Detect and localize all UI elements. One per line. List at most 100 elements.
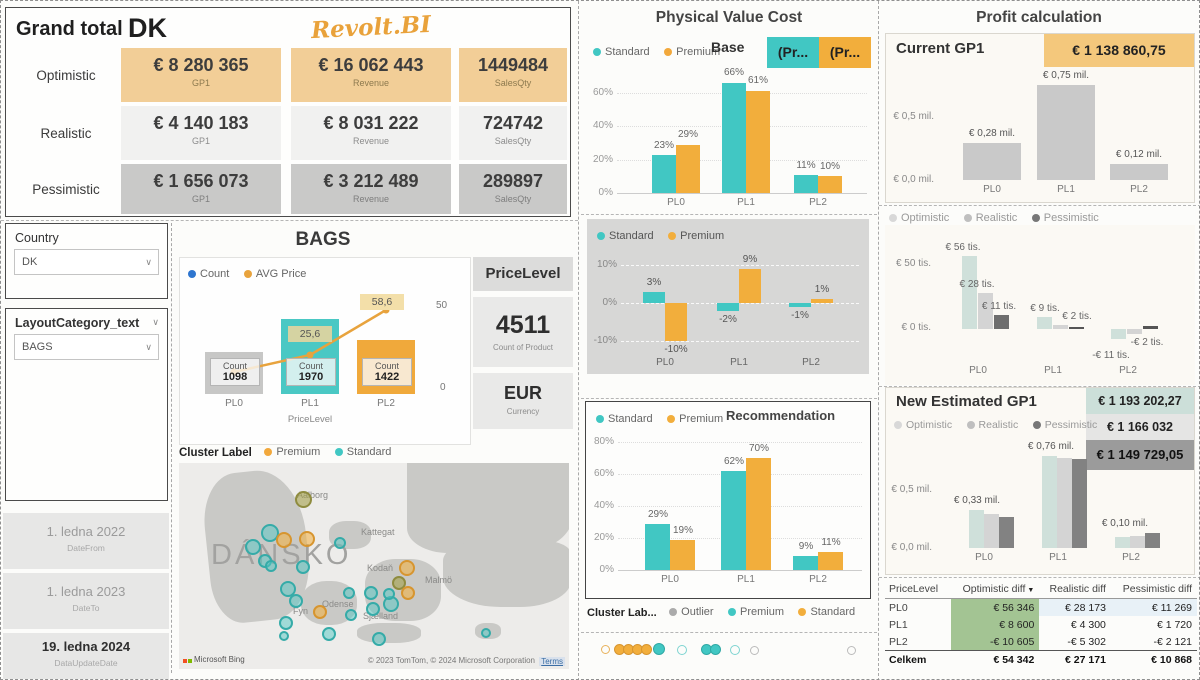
legend-premium[interactable]: Premium [667, 413, 723, 425]
map-bubble[interactable] [345, 609, 357, 621]
bar-pl2[interactable] [1110, 164, 1168, 180]
map-bubble[interactable] [280, 581, 296, 597]
cluster-dot[interactable] [847, 646, 856, 655]
kpi-card[interactable]: 289897 SalesQty [459, 164, 567, 214]
bar-pl0[interactable] [963, 143, 1021, 180]
legend-optimistic[interactable]: Optimistic [889, 212, 949, 224]
bar-prem-pl0[interactable] [676, 145, 700, 193]
kpi-card[interactable]: € 1 656 073 GP1 [121, 164, 281, 214]
legend-avg-price[interactable]: AVG Price [243, 268, 306, 280]
map-bubble[interactable] [245, 539, 261, 555]
chevron-down-icon[interactable]: ∨ [152, 317, 159, 327]
legend-realistic[interactable]: Realistic [966, 419, 1018, 431]
legend-premium[interactable]: Premium [668, 230, 724, 242]
table-header-pessimistic[interactable]: Pessimistic diff [1110, 580, 1197, 599]
kpi-card[interactable]: € 3 212 489 Revenue [291, 164, 451, 214]
legend-pessimistic[interactable]: Pessimistic [1032, 419, 1097, 431]
map-bubble[interactable] [289, 594, 303, 608]
bar-opt-pl0[interactable] [969, 510, 984, 548]
map-bubble[interactable] [295, 491, 312, 508]
bar-opt-pl2[interactable] [1111, 329, 1126, 339]
legend-standard[interactable]: Standard [597, 230, 654, 242]
bar-std-pl2[interactable] [789, 303, 811, 307]
bar-std-pl1[interactable] [722, 83, 746, 193]
bar-prem-pl2[interactable] [818, 552, 843, 570]
legend-outlier[interactable]: Outlier [669, 606, 714, 618]
layout-category-select[interactable]: BAGS ∨ [14, 334, 159, 360]
table-header-pricelevel[interactable]: PriceLevel [885, 580, 951, 599]
map-bubble[interactable] [392, 576, 406, 590]
legend-standard[interactable]: Standard [334, 446, 391, 458]
kpi-card[interactable]: € 16 062 443 Revenue [291, 48, 451, 102]
bar-prem-pl0[interactable] [670, 540, 695, 570]
bar-opt-pl1[interactable] [1037, 317, 1052, 329]
legend-standard[interactable]: Standard [798, 606, 855, 618]
bar-std-pl1[interactable] [721, 471, 746, 570]
map-bubble[interactable] [279, 616, 293, 630]
country-select[interactable]: DK ∨ [14, 249, 159, 275]
bar-pess-pl0[interactable] [999, 517, 1014, 548]
legend-premium[interactable]: Premium [728, 606, 784, 618]
kpi-card[interactable]: € 4 140 183 GP1 [121, 106, 281, 160]
cluster-dot[interactable] [710, 644, 721, 655]
map-bubble[interactable] [383, 588, 395, 600]
bar-opt-pl1[interactable] [1042, 456, 1057, 548]
cluster-dot[interactable] [601, 645, 610, 654]
kpi-card[interactable]: 724742 SalesQty [459, 106, 567, 160]
bar-prem-pl0[interactable] [665, 303, 687, 341]
map-terms-link[interactable]: Terms [539, 657, 565, 666]
table-header-realistic[interactable]: Realistic diff [1039, 580, 1111, 599]
bar-pess-pl2[interactable] [1145, 533, 1160, 548]
kpi-card[interactable]: € 8 280 365 GP1 [121, 48, 281, 102]
bar-std-pl1[interactable] [717, 303, 739, 311]
bar-prem-pl1[interactable] [746, 91, 770, 193]
map-bubble[interactable] [279, 631, 289, 641]
bar-real-pl2[interactable] [1130, 536, 1145, 548]
bar-std-pl0[interactable] [652, 155, 676, 193]
bar-std-pl2[interactable] [793, 556, 818, 570]
premium-filter-button-orange[interactable]: (Pr... [819, 37, 871, 68]
legend-optimistic[interactable]: Optimistic [894, 419, 952, 431]
bar-pess-pl1[interactable] [1069, 327, 1084, 329]
map-bubble[interactable] [276, 532, 292, 548]
chevron-down-icon[interactable]: ∨ [145, 342, 152, 352]
bar-real-pl1[interactable] [1053, 325, 1068, 329]
legend-realistic[interactable]: Realistic [963, 212, 1017, 224]
bar-real-pl2[interactable] [1127, 329, 1142, 334]
table-header-optimistic[interactable]: Optimistic diff ▼ [950, 580, 1040, 599]
bar-std-pl2[interactable] [794, 175, 818, 193]
premium-filter-button-teal[interactable]: (Pr... [767, 37, 819, 68]
bar-pess-pl0[interactable] [994, 315, 1009, 329]
bar-prem-pl2[interactable] [818, 176, 842, 193]
legend-standard[interactable]: Standard [596, 413, 653, 425]
map-bubble[interactable] [366, 602, 380, 616]
bar-opt-pl0[interactable] [962, 256, 977, 329]
map-bubble[interactable] [265, 560, 277, 572]
cluster-dot[interactable] [730, 645, 740, 655]
kpi-card[interactable]: 1449484 SalesQty [459, 48, 567, 102]
bar-pess-pl2[interactable] [1143, 326, 1158, 329]
kpi-card[interactable]: € 8 031 222 Revenue [291, 106, 451, 160]
bar-prem-pl2[interactable] [811, 299, 833, 303]
cluster-dot[interactable] [641, 644, 652, 655]
bar-std-pl0[interactable] [645, 524, 670, 570]
legend-standard[interactable]: Standard [593, 46, 650, 58]
map-bubble[interactable] [296, 560, 310, 574]
map-bubble[interactable] [399, 560, 415, 576]
map-bubble[interactable] [372, 632, 386, 646]
bar-prem-pl1[interactable] [739, 269, 761, 303]
denmark-map[interactable]: DÁNSKO Aalborg Kattegat Kodaň Malmö Oden… [179, 463, 569, 669]
bar-prem-pl1[interactable] [746, 458, 771, 570]
bar-std-pl0[interactable] [643, 292, 665, 303]
bar-real-pl0[interactable] [978, 293, 993, 329]
cluster-dot[interactable] [677, 645, 687, 655]
bar-real-pl0[interactable] [984, 514, 999, 548]
legend-pessimistic[interactable]: Pessimistic [1031, 212, 1099, 224]
map-bubble[interactable] [313, 605, 327, 619]
map-bubble[interactable] [299, 531, 315, 547]
map-bubble[interactable] [343, 587, 355, 599]
map-bubble[interactable] [364, 586, 378, 600]
map-bubble[interactable] [481, 628, 491, 638]
map-bubble[interactable] [401, 586, 415, 600]
bar-real-pl1[interactable] [1057, 458, 1072, 548]
